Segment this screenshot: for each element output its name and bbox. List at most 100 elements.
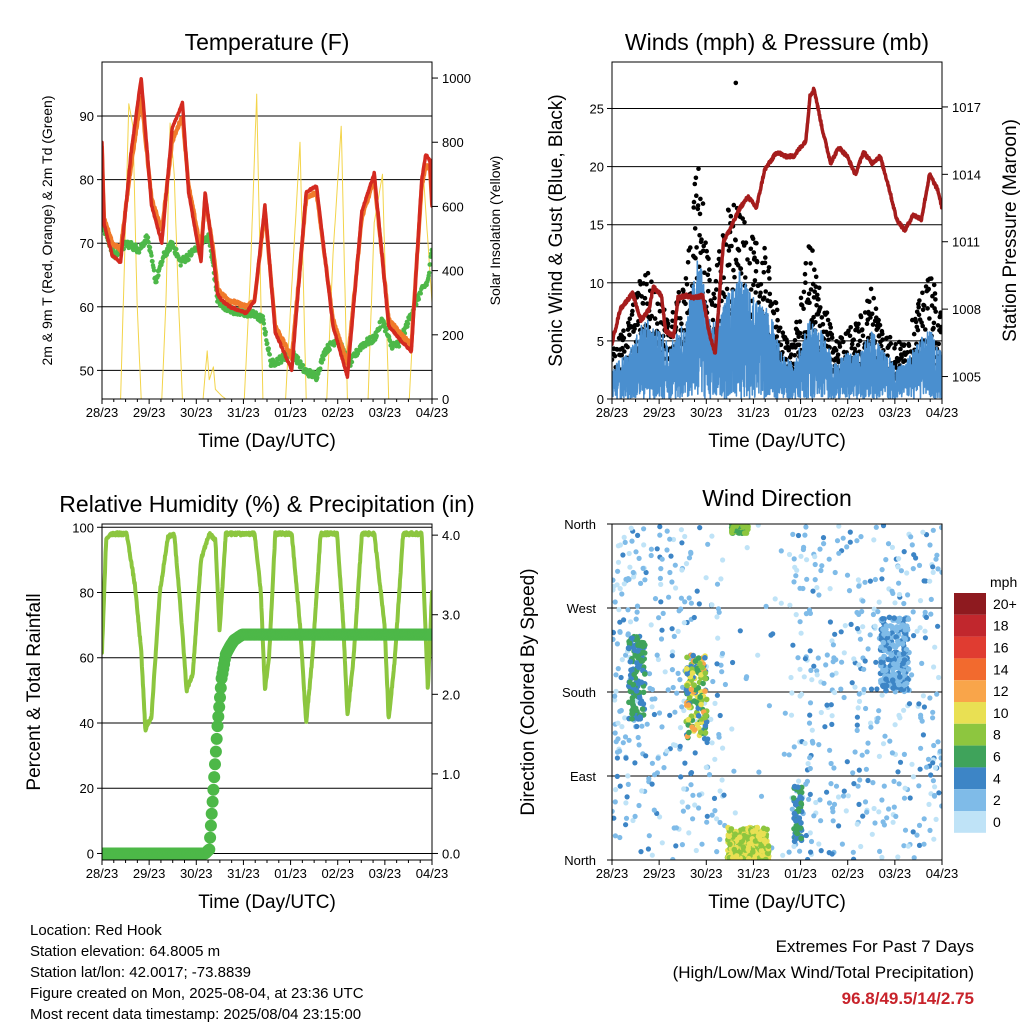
wind-direction-point (654, 770, 661, 776)
wind-direction-point (936, 674, 942, 681)
dewpoint-point (427, 270, 432, 275)
gust-point (640, 301, 646, 306)
wind-direction-point (854, 727, 860, 734)
gust-point (803, 261, 809, 266)
wind-direction-point (854, 821, 860, 827)
wind-direction-point (706, 772, 713, 778)
wind-direction-point (757, 836, 763, 843)
wind-direction-point (881, 631, 887, 637)
wind-direction-point (805, 761, 811, 767)
gust-point (685, 260, 691, 265)
wind-direction-point (745, 526, 751, 533)
wind-direction-point (623, 755, 629, 761)
wind-direction-point (874, 686, 880, 692)
extremes-subtitle: (High/Low/Max Wind/Total Precipitation) (672, 963, 974, 982)
legend-swatch (954, 680, 986, 702)
wind-direction-point (615, 543, 622, 549)
wind-direction-point (865, 777, 871, 784)
dewpoint-point (318, 366, 323, 371)
wind-direction-point (913, 555, 919, 561)
wind-direction-point (856, 767, 862, 773)
wind-direction-point (909, 761, 915, 767)
x-axis-label: Time (Day/UTC) (198, 892, 336, 913)
wind-direction-point (791, 784, 798, 790)
wind-direction-point (811, 813, 817, 819)
wind-direction-point (856, 583, 862, 589)
wind-direction-point (659, 840, 665, 846)
wind-direction-point (824, 789, 830, 795)
wind-direction-point (899, 641, 906, 647)
wind-direction-point (930, 760, 936, 766)
wind-direction-point (677, 725, 684, 731)
wind-direction-point (897, 715, 903, 721)
wind-direction-point (612, 730, 618, 736)
chart-title: Winds (mph) & Pressure (mb) (625, 29, 929, 55)
gust-point (747, 261, 752, 266)
gust-point (869, 311, 875, 317)
wind-direction-point (617, 783, 623, 789)
wind-direction-point (635, 734, 641, 741)
wind-direction-point (636, 555, 642, 562)
wind-direction-point (731, 768, 737, 774)
wind-direction-point (642, 642, 648, 648)
pressure-line (612, 86, 942, 355)
wind-direction-point (620, 552, 626, 558)
wind-direction-point (934, 552, 940, 558)
dewpoint-point (260, 314, 266, 319)
wind-direction-point (809, 677, 815, 683)
gust-point (758, 290, 763, 296)
wind-direction-point (782, 710, 788, 716)
wind-direction-point (614, 641, 621, 647)
gust-point (728, 213, 734, 219)
wind-direction-point (683, 666, 690, 672)
dewpoint-point (145, 235, 151, 240)
wind-direction-point (634, 723, 640, 730)
wind-direction-point (701, 735, 708, 742)
wind-direction-point (865, 740, 871, 746)
wind-direction-point (686, 830, 692, 836)
wind-direction-point (791, 579, 797, 585)
wind-direction-point (875, 609, 881, 615)
gust-point (848, 325, 853, 330)
y-right-tick-label: 400 (442, 264, 464, 279)
y-tick-label: 80 (80, 173, 94, 188)
wind-direction-point (639, 706, 646, 712)
wind-direction-point (639, 723, 645, 729)
wind-direction-point (613, 672, 619, 678)
wind-direction-point (636, 742, 642, 748)
wind-direction-point (714, 849, 720, 855)
gust-point (694, 193, 699, 198)
dewpoint-point (382, 321, 387, 327)
wind-direction-point (865, 646, 871, 652)
speed-color-legend: mph 20+ 18 16 14 12 10 8 6 4 2 0 (954, 574, 1017, 833)
wind-direction-point (895, 854, 901, 860)
gust-point (627, 332, 632, 338)
wind-direction-point (686, 729, 692, 736)
wind-direction-point (928, 596, 934, 603)
gust-point (936, 341, 941, 347)
dewpoint-point (154, 279, 159, 285)
wind-direction-point (868, 724, 874, 730)
wind-direction-point (671, 825, 677, 831)
wind-direction-point (632, 813, 638, 820)
gust-point (806, 291, 812, 297)
wind-direction-point (801, 674, 807, 680)
wind-direction-point (808, 667, 814, 674)
gust-point (714, 287, 719, 292)
wind-direction-point (790, 642, 796, 648)
wind-direction-point (806, 720, 813, 726)
wind-direction-point (625, 576, 631, 582)
wind-direction-point (714, 692, 721, 698)
dewpoint-point (261, 317, 266, 322)
gust-point (692, 226, 698, 231)
wind-direction-point (832, 689, 838, 696)
station-info: Location: Red Hook Station elevation: 64… (30, 920, 364, 1025)
wind-direction-point (829, 672, 835, 678)
dewpoint-point (156, 273, 161, 278)
gust-point (876, 317, 881, 323)
legend-label: 4 (993, 770, 1001, 786)
gust-point (818, 305, 823, 310)
wind-direction-point (686, 555, 693, 561)
wind-direction-point (661, 765, 667, 771)
wind-direction-point (690, 816, 696, 822)
